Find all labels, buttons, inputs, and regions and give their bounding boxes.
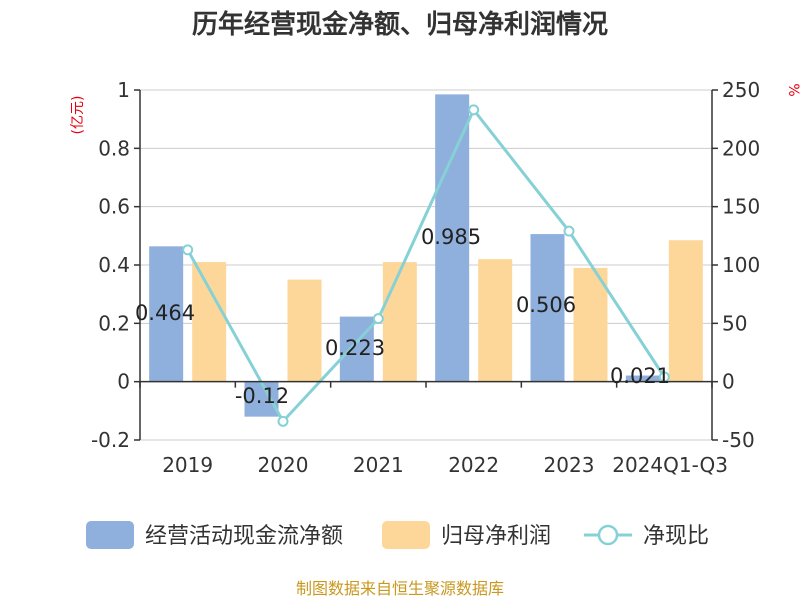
y-right-tick-label: 150 bbox=[722, 195, 760, 219]
cash-flow-bar bbox=[435, 94, 470, 382]
bars bbox=[149, 94, 703, 417]
legend-label-cash-flow: 经营活动现金流净额 bbox=[145, 524, 343, 549]
y-right-tick-label: 0 bbox=[722, 370, 735, 394]
net-profit-bar bbox=[192, 262, 227, 382]
net-profit-bar bbox=[573, 267, 608, 382]
legend: 经营活动现金流净额 归母净利润 净现比 bbox=[86, 521, 709, 549]
legend-swatch-cash-flow bbox=[86, 521, 134, 549]
y-left-tick-label: 0 bbox=[117, 370, 130, 394]
cash-flow-bar bbox=[625, 375, 660, 382]
y-right-unit: % bbox=[785, 83, 800, 96]
net-profit-bar bbox=[287, 279, 322, 382]
source-note: 制图数据来自恒生聚源数据库 bbox=[296, 579, 504, 598]
x-tick-label: 2024Q1-Q3 bbox=[612, 453, 728, 477]
y-left-tick-label: 0.8 bbox=[98, 136, 130, 160]
chart-title: 历年经营现金净额、归母净利润情况 bbox=[192, 9, 608, 40]
y-left-tick-label: 1 bbox=[117, 78, 130, 102]
x-tick-label: 2021 bbox=[353, 453, 404, 477]
cash-flow-value-label: 0.223 bbox=[325, 336, 385, 360]
cash-flow-bar bbox=[149, 246, 184, 382]
y-right-tick-label: 250 bbox=[722, 78, 760, 102]
ratio-point bbox=[182, 244, 194, 256]
x-tick-label: 2023 bbox=[544, 453, 595, 477]
y-left-tick-label: 0.4 bbox=[98, 253, 130, 277]
gridlines bbox=[140, 89, 712, 441]
y-left-unit: (亿元) bbox=[70, 96, 86, 135]
data-labels: 0.464 -0.12 0.223 0.985 0.506 0.021 bbox=[135, 225, 670, 408]
cash-flow-value-label: -0.12 bbox=[235, 384, 289, 408]
net-profit-bar bbox=[478, 259, 513, 382]
net-profit-bar bbox=[668, 240, 703, 382]
ratio-line bbox=[182, 104, 670, 427]
legend-marker-ratio bbox=[597, 524, 619, 546]
axes: 1 250 0.8 200 0.6 150 0.4 100 0.2 50 0 0 -0.2 -50 2019… bbox=[70, 78, 800, 477]
ratio-line-path bbox=[186, 106, 666, 424]
cash-flow-bar bbox=[530, 234, 565, 382]
ratio-point bbox=[563, 225, 575, 237]
cash-flow-value-label: 0.021 bbox=[610, 364, 670, 388]
cash-flow-value-label: 0.506 bbox=[516, 293, 576, 317]
legend-swatch-net-profit bbox=[382, 521, 430, 549]
y-right-tick-label: 100 bbox=[722, 253, 760, 277]
cash-flow-value-label: 0.985 bbox=[421, 225, 481, 249]
y-left-tick-label: 0.2 bbox=[98, 311, 130, 335]
legend-label-ratio: 净现比 bbox=[643, 524, 709, 549]
x-tick-label: 2019 bbox=[162, 453, 213, 477]
y-left-tick-label: -0.2 bbox=[91, 428, 130, 452]
y-right-tick-label: 200 bbox=[722, 136, 760, 160]
y-right-tick-label: -50 bbox=[722, 428, 755, 452]
ratio-point bbox=[277, 415, 289, 427]
legend-label-net-profit: 归母净利润 bbox=[441, 524, 551, 549]
x-tick-label: 2020 bbox=[258, 453, 309, 477]
ratio-point bbox=[372, 313, 384, 325]
cash-flow-value-label: 0.464 bbox=[135, 301, 195, 325]
net-profit-bar bbox=[382, 262, 417, 382]
ratio-point bbox=[468, 104, 480, 116]
y-left-tick-label: 0.6 bbox=[98, 195, 130, 219]
x-tick-label: 2022 bbox=[448, 453, 499, 477]
cash-flow-bar bbox=[244, 381, 279, 417]
y-right-tick-label: 50 bbox=[722, 311, 747, 335]
